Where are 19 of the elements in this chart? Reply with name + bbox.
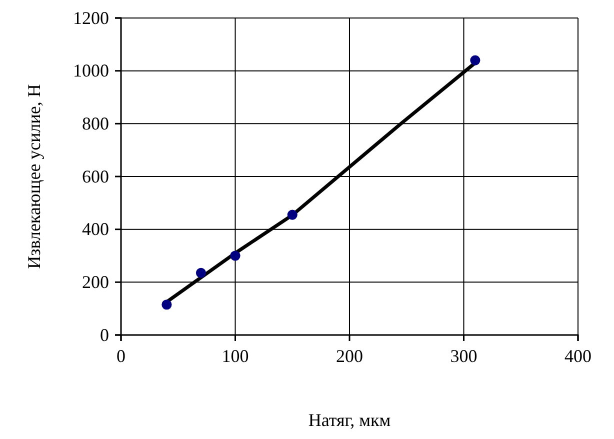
point [230, 250, 240, 261]
y-axis-title: Извлекающее усилие, Н [24, 84, 44, 269]
y-tick-label: 1200 [73, 8, 109, 28]
point [196, 268, 206, 278]
x-tick-label: 200 [336, 346, 363, 366]
x-tick-label: 400 [564, 346, 592, 366]
y-tick-label: 400 [82, 219, 109, 240]
x-axis-title: Натяг, мкм [308, 410, 391, 430]
y-tick-label: 200 [82, 272, 109, 292]
x-tick-label: 300 [450, 346, 478, 366]
y-tick-label: 600 [82, 166, 109, 186]
point [470, 55, 480, 66]
y-tick-label: 1000 [73, 60, 109, 81]
y-tick-label: 0 [100, 324, 109, 345]
point [287, 210, 298, 220]
point [162, 300, 172, 310]
x-tick-label: 100 [222, 346, 249, 366]
x-tick-label: 0 [116, 346, 126, 366]
y-tick-label: 800 [82, 113, 109, 134]
